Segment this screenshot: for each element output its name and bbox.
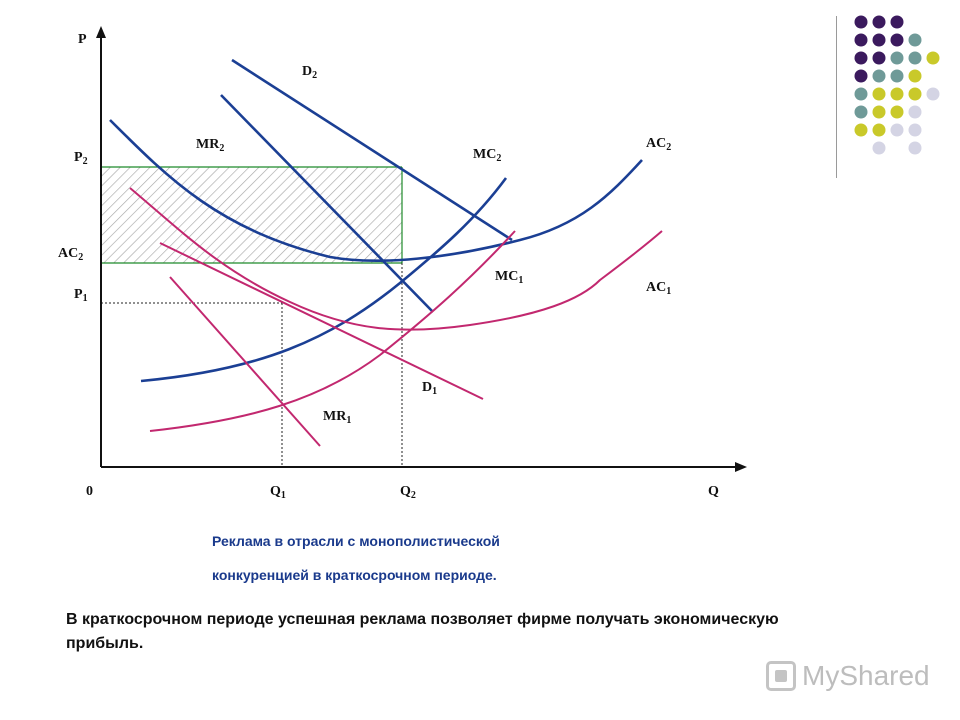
decor-dot [890,33,904,47]
marginal-cost-curve-mc1 [149,230,516,432]
average-cost-curve-ac2 [109,119,643,263]
watermark: MyShared [766,656,930,696]
tick-label-q1: Q1 [270,484,286,501]
decor-dot [854,51,868,65]
presentation-icon [766,661,796,691]
decor-dot [854,105,868,119]
decor-dot [872,51,886,65]
decor-dot [908,87,922,101]
decor-dot [854,69,868,83]
decor-dot-grid [854,15,940,155]
curve-label-d1: D1 [422,380,438,397]
quantity-axis-arrow [735,462,747,472]
decor-dot [854,123,868,137]
decor-dot [872,141,886,155]
diagram-caption: Реклама в отрасли с монополистической ко… [212,524,632,592]
tick-label-p1: P1 [74,287,88,304]
decor-dot [908,123,922,137]
demand-curve-d2 [231,58,513,242]
curve-label-mc1: MC1 [495,269,524,286]
tick-label-q2: Q2 [400,484,416,501]
curve-label-mr1: MR1 [323,409,352,426]
decor-dot [890,15,904,29]
decor-dot [908,105,922,119]
marginal-revenue-curve-mr2 [220,94,434,313]
decor-dot [890,105,904,119]
decor-dot [926,87,940,101]
decor-dot [890,69,904,83]
decor-dot [854,33,868,47]
curve-label-mc2: MC2 [473,147,502,164]
quantity-axis-label: Q [708,484,719,499]
decor-dot [854,15,868,29]
decor-dot [908,33,922,47]
curve-label-d2: D2 [302,64,318,81]
decor-divider [836,16,837,178]
decor-dot [890,87,904,101]
decor-dot [854,87,868,101]
tick-label-p2: P2 [74,150,88,167]
profit-area [101,167,402,263]
demand-curve-d1 [159,242,484,400]
decor-dot [872,105,886,119]
marginal-cost-curve-mc2 [140,177,508,383]
curve-label-mr2: MR2 [196,137,225,154]
watermark-text: MyShared [802,660,930,691]
decor-dot [872,33,886,47]
marginal-revenue-curve-mr1 [169,276,321,447]
caption-line-2: конкуренцией в краткосрочном периоде. [212,567,497,583]
origin-label: 0 [86,484,93,499]
decor-dot [872,15,886,29]
decor-dot [908,69,922,83]
price-axis-label: P [78,32,87,47]
decor-dot [908,141,922,155]
tick-label-ac2: AC2 [58,246,84,263]
decor-dot [890,51,904,65]
curve-label-ac1: AC1 [646,280,672,297]
price-axis-arrow [96,26,106,38]
curve-label-ac2: AC2 [646,136,672,153]
decor-dot [872,87,886,101]
decor-dot [926,51,940,65]
caption-line-1: Реклама в отрасли с монополистической [212,533,500,549]
average-cost-curve-ac1 [129,187,663,331]
decor-dot [890,123,904,137]
conclusion-text: В краткосрочном периоде успешная реклама… [66,611,779,652]
decor-dot [872,123,886,137]
decor-dot [872,69,886,83]
decor-dot [908,51,922,65]
